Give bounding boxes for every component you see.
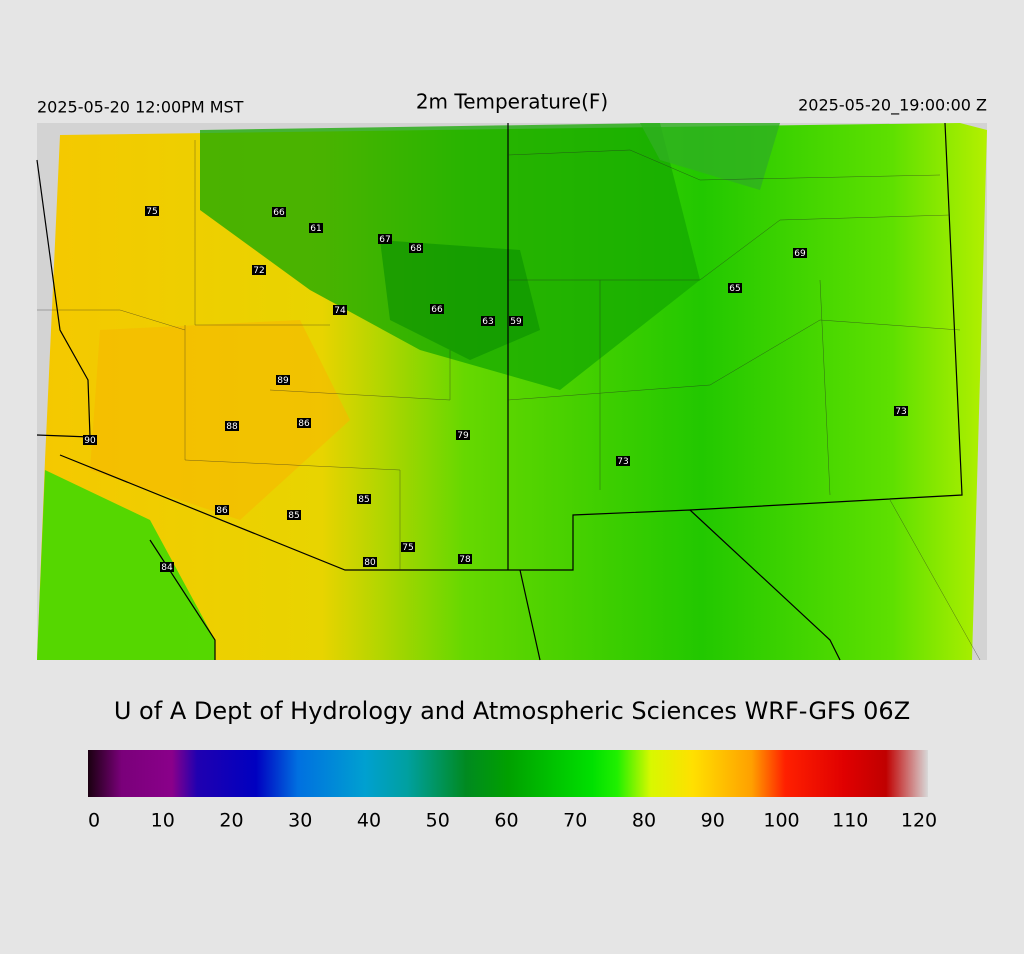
station-value: 75	[146, 207, 157, 217]
station-value: 79	[457, 431, 469, 441]
utc-time: 2025-05-20_19:00:00 Z	[798, 96, 987, 116]
station-value: 75	[402, 543, 413, 553]
station-value: 61	[310, 224, 321, 234]
station-box	[287, 510, 301, 520]
station-box	[145, 206, 159, 216]
tick-label: 110	[832, 810, 868, 832]
station-box	[297, 418, 311, 428]
credit: U of A Dept of Hydrology and Atmospheric…	[114, 697, 910, 725]
valid-time: 2025-05-20 12:00PM MST	[37, 98, 244, 117]
station-value: 63	[482, 317, 493, 327]
tick-label: 70	[563, 810, 587, 832]
colorbar-ticks: 0 10 20 30 40 50 60 70 80 90 100 110 120	[88, 810, 937, 832]
tick-label: 120	[901, 810, 937, 832]
station-labels: 75 66 61 67 68 72 74 66 63 59 69 65 89 88 86 90 79 73 73 85…	[83, 206, 908, 573]
tick-label: 80	[632, 810, 656, 832]
station-box	[272, 207, 286, 217]
station-box	[276, 375, 290, 385]
station-value: 74	[334, 306, 346, 316]
tick-label: 100	[763, 810, 799, 832]
station-value: 68	[410, 244, 422, 254]
station-box	[481, 316, 495, 326]
station-value: 89	[277, 376, 289, 386]
station-value: 59	[510, 317, 522, 327]
station-box	[252, 265, 266, 275]
station-value: 65	[729, 284, 740, 294]
station-box	[333, 305, 347, 315]
station-value: 88	[226, 422, 238, 432]
colorbar	[88, 750, 928, 797]
map	[36, 122, 987, 661]
station-value: 78	[459, 555, 471, 565]
station-box	[894, 406, 908, 416]
tick-label: 90	[701, 810, 725, 832]
station-box	[793, 248, 807, 258]
tick-label: 10	[151, 810, 175, 832]
station-box	[409, 243, 423, 253]
station-value: 73	[617, 457, 628, 467]
station-box	[215, 505, 229, 515]
tick-label: 40	[357, 810, 381, 832]
station-box	[456, 430, 470, 440]
station-box	[225, 421, 239, 431]
map-title: 2m Temperature(F)	[416, 90, 608, 114]
station-box	[728, 283, 742, 293]
station-value: 73	[895, 407, 906, 417]
tick-label: 0	[88, 810, 100, 832]
station-value: 80	[364, 558, 376, 568]
station-box	[378, 234, 392, 244]
station-box	[616, 456, 630, 466]
station-value: 66	[431, 305, 443, 315]
station-value: 67	[379, 235, 390, 245]
station-value: 66	[273, 208, 285, 218]
station-value: 85	[288, 511, 299, 521]
station-box	[509, 316, 523, 326]
station-value: 69	[794, 249, 806, 259]
station-box	[401, 542, 415, 552]
station-value: 86	[298, 419, 310, 429]
tick-label: 30	[288, 810, 312, 832]
station-value: 90	[84, 436, 96, 446]
tick-label: 50	[426, 810, 450, 832]
station-box	[309, 223, 323, 233]
station-box	[458, 554, 472, 564]
station-value: 86	[216, 506, 228, 516]
tick-label: 20	[219, 810, 243, 832]
station-value: 84	[161, 563, 173, 573]
station-value: 72	[253, 266, 264, 276]
station-box	[363, 557, 377, 567]
station-box	[160, 562, 174, 572]
station-value: 85	[358, 495, 369, 505]
station-box	[430, 304, 444, 314]
tick-label: 60	[494, 810, 518, 832]
station-box	[83, 435, 97, 445]
station-box	[357, 494, 371, 504]
